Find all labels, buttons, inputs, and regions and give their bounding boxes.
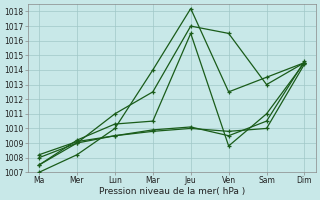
X-axis label: Pression niveau de la mer( hPa ): Pression niveau de la mer( hPa ): [99, 187, 245, 196]
